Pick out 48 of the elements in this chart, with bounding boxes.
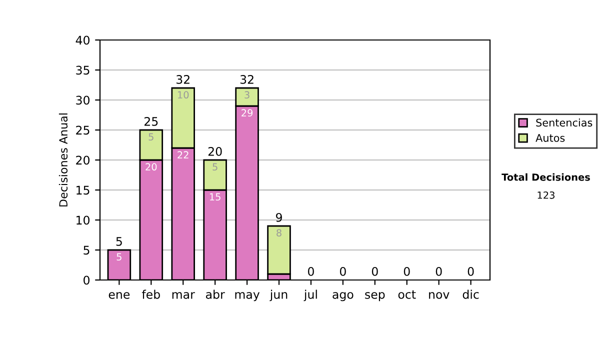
y-tick-label: 35 (76, 66, 90, 75)
data-label: 20 (146, 163, 157, 171)
x-tick-label: dic (462, 290, 479, 299)
total-label: 0 (404, 266, 410, 276)
x-tick-label: nov (429, 292, 450, 299)
x-tick-label: jun (270, 290, 288, 302)
total-label: 32 (176, 74, 190, 84)
total-label: 5 (116, 237, 122, 246)
legend-label: Autos (536, 134, 565, 142)
text: 123 (538, 191, 554, 199)
text: Total Decisiones (502, 173, 590, 181)
data-label: 5 (148, 133, 154, 141)
legend-label: Sentencias (536, 118, 592, 127)
data-label: 3 (244, 91, 250, 99)
x-tick-label: abr (206, 290, 225, 299)
total-label: 32 (240, 74, 254, 84)
y-axis-title: Decisiones Anual (58, 114, 68, 206)
total-label: 0 (340, 266, 346, 276)
x-tick-label: ago (332, 292, 354, 302)
x-tick-label: jul (304, 290, 317, 302)
data-label: 22 (178, 151, 188, 158)
data-label: 10 (178, 91, 189, 99)
data-label: 8 (276, 229, 282, 237)
data-label: 15 (210, 193, 220, 201)
total-label: 9 (276, 212, 282, 222)
y-tick-label: 20 (76, 156, 90, 165)
total-label: 25 (144, 116, 158, 126)
y-tick-label: 10 (76, 216, 90, 225)
y-tick-label: 40 (76, 36, 90, 45)
y-tick-label: 15 (76, 186, 90, 195)
y-tick-label: 25 (76, 126, 90, 135)
total-label: 0 (308, 266, 314, 276)
y-tick-label: 0 (84, 276, 90, 285)
data-label: 5 (212, 163, 218, 171)
total-label: 0 (436, 266, 442, 276)
data-label: 29 (242, 109, 253, 117)
x-tick-label: sep (365, 292, 385, 302)
x-tick-label: may (235, 292, 260, 302)
total-label: 0 (468, 266, 474, 276)
x-tick-label: oct (398, 290, 416, 299)
data-label: 5 (116, 253, 122, 261)
y-tick-label: 5 (84, 246, 90, 255)
x-tick-label: mar (172, 292, 195, 299)
total-label: 20 (208, 146, 222, 156)
x-tick-label: feb (142, 290, 160, 299)
x-tick-label: ene (108, 292, 130, 299)
y-tick-label: 30 (76, 96, 90, 105)
total-label: 0 (372, 266, 378, 276)
